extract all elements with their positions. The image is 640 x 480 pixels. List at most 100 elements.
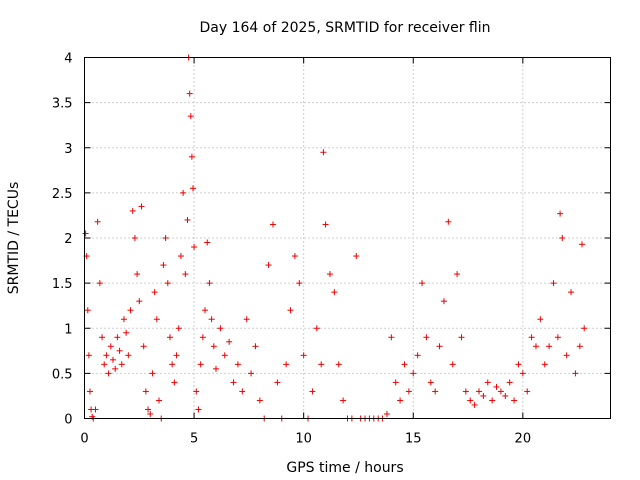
y-tick-label: 1.5 [52, 277, 73, 292]
data-point [405, 388, 412, 395]
data-point [489, 397, 496, 404]
data-point [191, 244, 198, 251]
data-point [563, 352, 570, 359]
data-point [153, 316, 160, 323]
data-point [484, 379, 491, 386]
y-tick-label: 4 [64, 52, 72, 67]
data-point [445, 218, 452, 225]
data-point [173, 352, 180, 359]
x-tick-label: 10 [295, 432, 312, 447]
data-point [410, 370, 417, 377]
data-point [109, 356, 116, 363]
data-point [581, 325, 588, 332]
data-point [105, 370, 112, 377]
data-point [149, 370, 156, 377]
data-point [557, 210, 564, 217]
data-point [476, 388, 482, 395]
data-point [331, 289, 338, 296]
data-point [515, 361, 522, 368]
data-point [86, 388, 93, 395]
data-point [252, 343, 259, 350]
data-point [532, 343, 539, 350]
data-point [134, 271, 141, 278]
data-point [204, 239, 211, 246]
data-point [423, 334, 430, 341]
data-point [136, 298, 143, 305]
data-point [239, 388, 246, 395]
data-point [166, 334, 173, 341]
data-point [112, 365, 119, 372]
data-point [414, 352, 421, 359]
data-point [221, 352, 228, 359]
data-point [493, 383, 500, 390]
data-point [322, 221, 329, 228]
data-point [506, 379, 513, 386]
data-point [274, 379, 281, 386]
y-tick-label: 2.5 [52, 187, 73, 202]
data-point [554, 334, 561, 341]
data-point [145, 406, 152, 413]
data-point [502, 392, 509, 399]
data-point [454, 271, 461, 278]
chart-title: Day 164 of 2025, SRMTID for receiver fli… [200, 20, 491, 36]
data-point [147, 410, 154, 417]
data-point [123, 329, 130, 336]
data-point [180, 189, 187, 196]
data-point [528, 334, 535, 341]
data-point [202, 307, 209, 314]
data-point [193, 388, 200, 395]
data-point [353, 253, 360, 260]
data-point [151, 289, 158, 296]
data-point [340, 397, 347, 404]
data-point [537, 316, 544, 323]
data-point [248, 370, 255, 377]
data-point [576, 343, 583, 350]
data-point [169, 361, 176, 368]
data-point [140, 343, 147, 350]
data-point [210, 343, 217, 350]
data-point [397, 397, 404, 404]
data-point [256, 397, 263, 404]
data-point [171, 379, 178, 386]
data-point [114, 334, 121, 341]
data-point [318, 361, 325, 368]
data-point [195, 406, 202, 413]
data-point [208, 316, 215, 323]
ticks-layer: 0 0.5 1 1.5 2 2.5 3 3.5 4 0 5 10 15 20 [52, 52, 611, 447]
data-point [283, 361, 290, 368]
data-point [383, 410, 390, 417]
data-point [189, 185, 196, 192]
data-point [432, 388, 439, 395]
data-point [188, 153, 195, 160]
data-point [313, 325, 320, 332]
data-point [101, 361, 108, 368]
y-tick-label: 0.5 [52, 367, 73, 382]
data-point [125, 352, 132, 359]
points-layer [82, 54, 588, 422]
data-point [199, 334, 206, 341]
data-point [142, 388, 149, 395]
data-point [449, 361, 456, 368]
data-point [85, 352, 92, 359]
data-point [550, 280, 557, 287]
data-point [94, 218, 101, 225]
data-point [103, 352, 110, 359]
data-point [184, 216, 191, 223]
data-point [243, 316, 250, 323]
data-point [291, 253, 298, 260]
data-point [568, 289, 575, 296]
data-point [524, 388, 531, 395]
data-point [230, 379, 237, 386]
y-tick-label: 1 [64, 322, 72, 337]
data-point [427, 379, 434, 386]
data-point [156, 397, 163, 404]
data-point [107, 343, 114, 350]
data-point [206, 280, 213, 287]
data-point [546, 343, 553, 350]
x-tick-label: 0 [80, 432, 88, 447]
x-tick-label: 5 [190, 432, 198, 447]
data-point [436, 343, 443, 350]
data-point [392, 379, 399, 386]
data-point [84, 307, 91, 314]
